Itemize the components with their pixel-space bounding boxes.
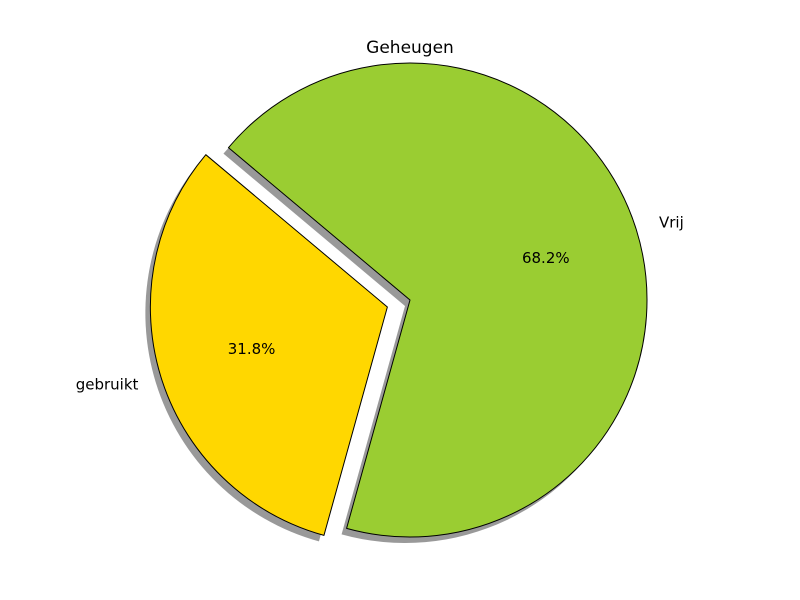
pie-slice-gebruikt <box>149 154 388 536</box>
slice-percent-vrij: 68.2% <box>522 249 570 267</box>
slice-label-gebruikt: gebruikt <box>76 375 139 393</box>
slice-label-vrij: Vrij <box>659 214 684 232</box>
chart-title: Geheugen <box>366 38 454 58</box>
pie-slices <box>149 62 648 538</box>
pie-labels: Geheugen gebruikt 31.8% Vrij 68.2% <box>76 38 684 393</box>
pie-slice-vrij <box>227 62 648 538</box>
slice-percent-gebruikt: 31.8% <box>228 340 276 358</box>
